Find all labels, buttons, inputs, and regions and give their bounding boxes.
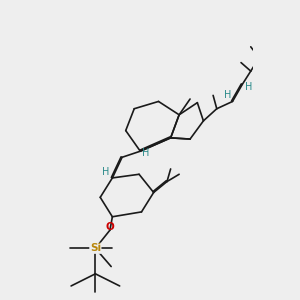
Text: H: H <box>102 167 109 177</box>
Text: H: H <box>224 90 231 100</box>
Text: O: O <box>106 222 114 232</box>
Text: H: H <box>244 82 252 92</box>
Text: Si: Si <box>90 243 101 253</box>
Text: H: H <box>142 148 149 158</box>
